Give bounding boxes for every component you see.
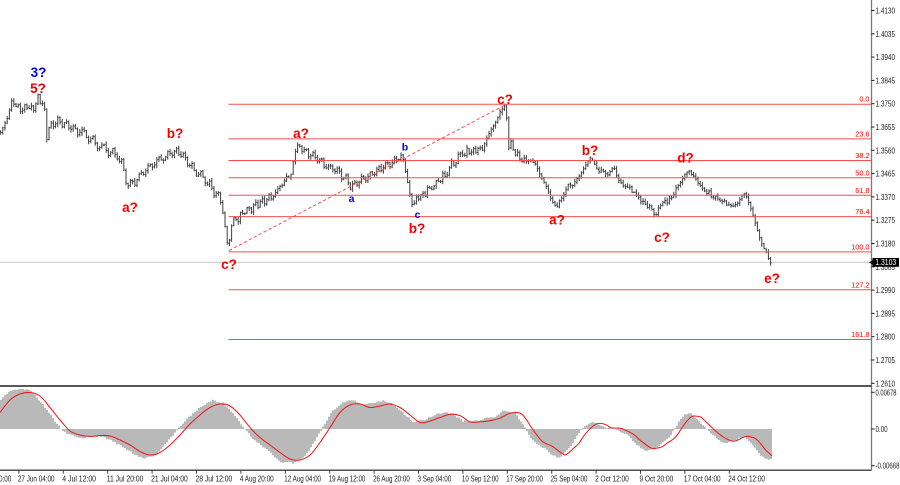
fib-label-23.6: 23.6: [855, 129, 869, 138]
fib-label-50.0: 50.0: [855, 168, 869, 177]
current-price-box-value: 1.3103: [875, 258, 896, 267]
wave-label-a-6: a: [349, 193, 355, 205]
price-axis-label: 1.3465: [876, 169, 896, 179]
wave-label-dq-14: d?: [677, 151, 694, 166]
time-axis-label: 21 Jul 04:00: [151, 474, 188, 484]
time-axis-label: 2 Oct 12:00: [595, 474, 629, 484]
wave-label-cq-4: c?: [221, 257, 237, 272]
wave-label-aq-11: a?: [549, 213, 565, 228]
time-axis-label-partial: 0:00: [0, 474, 11, 484]
time-axis-label: 12 Aug 04:00: [284, 474, 321, 484]
indicator-group: [0, 389, 773, 464]
price-axis[interactable]: 1.4130 1.4035 1.3940 1.3845 1.3750 1.3655 1.35…: [871, 6, 900, 471]
wave-label-aq-5: a?: [293, 126, 309, 141]
time-axis-label: 11 Jul 20:00: [107, 474, 144, 484]
time-axis-label: 28 Jul 12:00: [196, 474, 233, 484]
wave-label-bq-9: b?: [409, 221, 426, 236]
price-bars: [0, 93, 772, 266]
current-price-box: [872, 258, 899, 267]
wave-label-3q-0: 3?: [31, 65, 47, 80]
time-axis-label: 3 Sep 04:00: [418, 474, 452, 484]
price-axis-label: 1.3940: [876, 52, 896, 62]
price-axis-label: 1.3655: [876, 122, 896, 132]
price-axis-label: 1.4130: [876, 6, 896, 16]
fib-label-127.2: 127.2: [851, 280, 869, 289]
time-axis-label: 27 Jun 04:00: [18, 474, 55, 484]
price-axis-label: 1.3275: [876, 215, 896, 225]
time-axis-label: 10 Sep 12:00: [462, 474, 499, 484]
fib-label-76.4: 76.4: [855, 207, 869, 216]
trendline-dashed: [228, 104, 507, 251]
wave-label-b-7: b: [402, 142, 408, 154]
time-axis-label: 25 Sep 04:00: [551, 474, 588, 484]
wave-label-cq-13: c?: [654, 230, 670, 245]
price-axis-label: 1.2990: [876, 285, 896, 295]
indicator-histogram: [0, 389, 772, 464]
wave-label-cq-10: c?: [497, 92, 513, 107]
price-axis-label: 1.2800: [876, 332, 896, 342]
price-axis-label: 1.2610: [876, 378, 896, 388]
time-axis-label: 19 Aug 12:00: [329, 474, 366, 484]
time-axis-label: 17 Sep 20:00: [506, 474, 543, 484]
price-axis-label: 1.3180: [876, 239, 896, 249]
wave-label-5q-1: 5?: [30, 81, 46, 96]
price-axis-label: 1.3370: [876, 192, 896, 202]
indicator-axis-label: -0.00668: [876, 461, 900, 471]
indicator-axis-label: 0.00: [876, 424, 888, 434]
current-price-box-arrow: [869, 260, 873, 265]
time-axis-label: 17 Oct 04:00: [684, 474, 721, 484]
fib-label-0.0: 0.0: [859, 95, 869, 104]
time-axis[interactable]: 27 Jun 04:00 4 Jul 12:00 11 Jul 20:00 21 Ju…: [0, 470, 765, 484]
price-axis-label: 1.3750: [876, 99, 896, 109]
price-axis-label: 1.2705: [876, 355, 896, 365]
wave-label-eq-15: e?: [764, 271, 780, 286]
fib-label-100.0: 100.0: [851, 242, 869, 251]
fibonacci-group: 0.0 23.6 38.2 50.0 61.8 76.4 100.0 127.2 161.8: [228, 95, 872, 340]
price-axis-label: 1.3560: [876, 145, 896, 155]
fib-label-61.8: 61.8: [855, 186, 869, 195]
time-axis-label: 24 Oct 12:00: [728, 474, 765, 484]
wave-label-aq-2: a?: [122, 200, 138, 215]
wave-label-bq-3: b?: [167, 126, 184, 141]
time-axis-label: 9 Oct 20:00: [640, 474, 674, 484]
price-axis-label: 1.3845: [876, 75, 896, 85]
time-axis-label: 4 Jul 12:00: [62, 474, 96, 484]
wave-label-bq-12: b?: [582, 143, 599, 158]
indicator-axis-label: 0.00678: [876, 387, 897, 397]
trendline-group: [228, 104, 507, 251]
indicator-signal-line: [0, 391, 773, 461]
fib-label-161.8: 161.8: [851, 330, 869, 339]
wave-label-c-8: c: [415, 209, 421, 221]
time-axis-label: 4 Aug 20:00: [240, 474, 274, 484]
price-axis-label: 1.4035: [876, 29, 896, 39]
price-bars-group: [0, 93, 772, 266]
price-axis-label: 1.2895: [876, 308, 896, 318]
time-axis-label: 26 Aug 20:00: [373, 474, 410, 484]
fib-label-38.2: 38.2: [855, 151, 869, 160]
